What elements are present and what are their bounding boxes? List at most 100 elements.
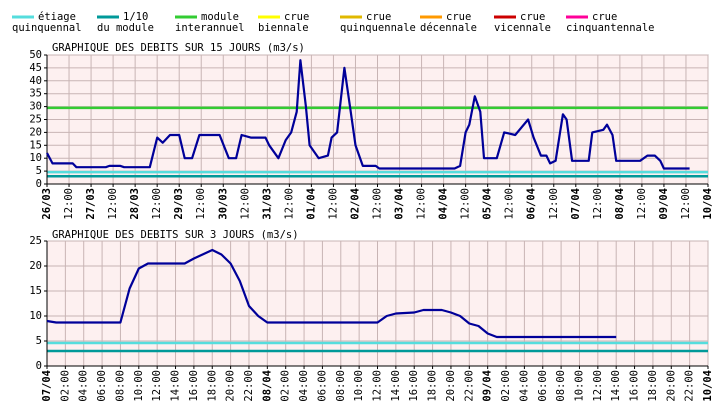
x-tick-label: 12:00: [151, 188, 163, 220]
x-tick-label: 16:00: [408, 370, 420, 402]
x-tick-label: 28/03: [129, 188, 141, 220]
x-tick-label: 05/04: [482, 188, 494, 220]
y-tick-label: 10: [29, 310, 42, 322]
x-tick-label: 08:00: [335, 370, 347, 402]
y-tick-label: 50: [29, 49, 42, 61]
y-tick-label: 15: [29, 139, 42, 151]
legend-label: vicennale: [494, 22, 551, 34]
x-tick-label: 12:00: [239, 188, 251, 220]
x-tick-label: 08:00: [114, 370, 126, 402]
legend-label: quinquennale: [340, 22, 416, 34]
x-tick-label: 12:00: [592, 370, 604, 402]
x-tick-label: 12:00: [63, 188, 75, 220]
legend-label: interannuel: [175, 22, 245, 34]
x-tick-label: 10:00: [133, 370, 145, 402]
x-tick-label: 03/04: [394, 188, 406, 220]
legend-label: étiage: [38, 11, 76, 23]
x-tick-label: 12:00: [680, 188, 692, 220]
x-tick-label: 12:00: [504, 188, 516, 220]
x-tick-label: 12:00: [636, 188, 648, 220]
x-tick-label: 20:00: [445, 370, 457, 402]
y-tick-label: 10: [29, 152, 42, 164]
x-tick-label: 12:00: [460, 188, 472, 220]
x-tick-label: 16:00: [188, 370, 200, 402]
y-tick-label: 20: [29, 126, 42, 138]
x-tick-label: 02:00: [280, 370, 292, 402]
x-tick-label: 06:00: [96, 370, 108, 402]
y-tick-label: 20: [29, 260, 42, 272]
legend-label: crue: [366, 11, 391, 23]
x-tick-label: 14:00: [170, 370, 182, 402]
x-tick-label: 04/04: [438, 188, 450, 220]
x-tick-label: 08:00: [555, 370, 567, 402]
x-tick-label: 04:00: [78, 370, 90, 402]
x-tick-label: 06/04: [526, 188, 538, 220]
x-tick-label: 29/03: [173, 188, 185, 220]
x-tick-label: 07/04: [41, 370, 53, 402]
x-tick-label: 12:00: [327, 188, 339, 220]
y-tick-label: 0: [36, 178, 42, 190]
legend-label: 1/10: [123, 11, 148, 23]
chart-title: GRAPHIQUE DES DEBITS SUR 3 JOURS (m3/s): [52, 229, 299, 241]
x-tick-label: 18:00: [647, 370, 659, 402]
x-tick-label: 12:00: [107, 188, 119, 220]
flow-line: [46, 248, 617, 339]
x-tick-label: 12:00: [372, 188, 384, 220]
legend-label: crue: [592, 11, 617, 23]
flow-line: [46, 59, 690, 170]
x-tick-label: 01/04: [305, 188, 317, 220]
x-tick-label: 27/03: [85, 188, 97, 220]
x-tick-label: 12:00: [283, 188, 295, 220]
x-tick-label: 04:00: [298, 370, 310, 402]
legend-label: du module: [97, 22, 154, 34]
x-tick-label: 08/04: [614, 188, 626, 220]
y-tick-label: 0: [36, 360, 42, 372]
x-tick-label: 14:00: [390, 370, 402, 402]
legend-label: quinquennal: [12, 22, 82, 34]
x-tick-label: 02:00: [500, 370, 512, 402]
x-tick-label: 06:00: [537, 370, 549, 402]
x-tick-label: 20:00: [665, 370, 677, 402]
y-tick-label: 25: [29, 114, 42, 126]
chart-title: GRAPHIQUE DES DEBITS SUR 15 JOURS (m3/s): [52, 42, 305, 54]
x-tick-label: 16:00: [629, 370, 641, 402]
x-tick-label: 06:00: [316, 370, 328, 402]
x-tick-label: 12:00: [416, 188, 428, 220]
legend-label: crue: [446, 11, 471, 23]
x-tick-label: 08/04: [261, 370, 273, 402]
x-tick-label: 10/04: [702, 370, 714, 402]
x-tick-label: 20:00: [225, 370, 237, 402]
x-tick-label: 22:00: [463, 370, 475, 402]
y-tick-label: 5: [36, 165, 42, 177]
x-tick-label: 10:00: [573, 370, 585, 402]
legend-label: crue: [520, 11, 545, 23]
x-tick-label: 18:00: [427, 370, 439, 402]
y-tick-label: 25: [29, 235, 42, 247]
y-tick-label: 35: [29, 88, 42, 100]
x-tick-label: 02/04: [349, 188, 361, 220]
x-tick-label: 10:00: [353, 370, 365, 402]
x-tick-label: 02:00: [59, 370, 71, 402]
x-tick-label: 12:00: [548, 188, 560, 220]
y-tick-label: 5: [36, 335, 42, 347]
legend-label: crue: [284, 11, 309, 23]
x-tick-label: 14:00: [610, 370, 622, 402]
y-tick-label: 15: [29, 285, 42, 297]
x-tick-label: 12:00: [592, 188, 604, 220]
x-tick-label: 10/04: [702, 188, 714, 220]
legend-label: biennale: [258, 22, 309, 34]
x-tick-label: 22:00: [243, 370, 255, 402]
x-tick-label: 22:00: [684, 370, 696, 402]
x-tick-label: 12:00: [195, 188, 207, 220]
x-tick-label: 09/04: [658, 188, 670, 220]
x-tick-label: 18:00: [206, 370, 218, 402]
legend-label: cinquantennale: [566, 22, 655, 34]
x-tick-label: 04:00: [518, 370, 530, 402]
y-tick-label: 30: [29, 101, 42, 113]
y-tick-label: 45: [29, 62, 42, 74]
legend-label: module: [201, 11, 239, 23]
legend-label: décennale: [420, 22, 477, 34]
x-tick-label: 12:00: [151, 370, 163, 402]
y-tick-label: 40: [29, 75, 42, 87]
